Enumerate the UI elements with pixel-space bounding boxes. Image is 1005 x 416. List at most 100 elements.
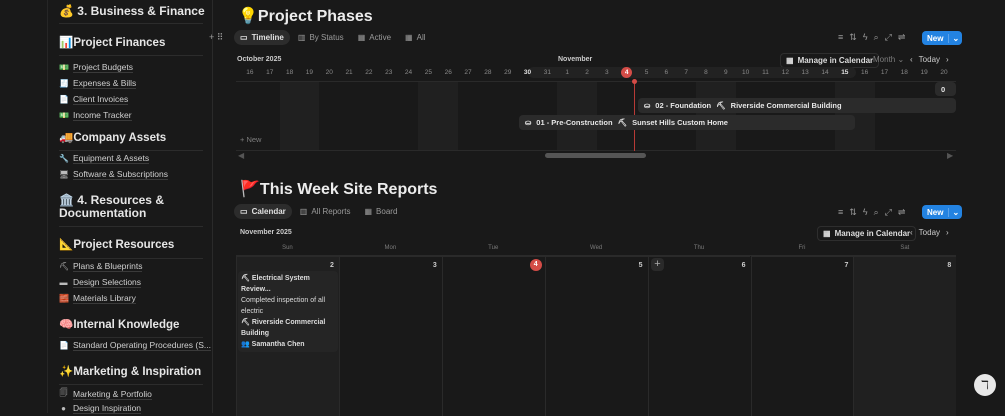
new-button[interactable]: New ⌄ — [922, 31, 963, 45]
prev-icon[interactable]: ‹ — [910, 55, 913, 64]
timeline-day: 19 — [920, 69, 928, 76]
timeline-day: 28 — [484, 69, 492, 76]
tab-calendar[interactable]: ▭ Calendar — [234, 204, 292, 219]
expand-icon[interactable]: ⤢ — [884, 32, 892, 42]
search-icon[interactable]: ⌕ — [873, 32, 879, 42]
help-assistant-icon[interactable]: ℸ — [974, 374, 996, 396]
today-button[interactable]: Today — [918, 228, 941, 237]
today-button[interactable]: Today — [918, 55, 941, 64]
weekday-header: Wed — [590, 245, 603, 251]
sidebar-item[interactable]: ▬ Design Selections — [59, 277, 142, 288]
timeline-day: 8 — [704, 69, 708, 76]
heading-project-resources[interactable]: 📐Project Resources — [59, 239, 175, 251]
timeline-bar-pre-construction[interactable]: ⛀ 01 - Pre-Construction ⛏ Sunset Hills Cust… — [519, 115, 855, 130]
timeline-day: 21 — [345, 69, 353, 76]
lightning-icon[interactable]: ϟ — [862, 32, 868, 42]
settings-icon[interactable]: ⇌ — [897, 32, 906, 42]
heading-internal-knowledge[interactable]: 🧠Internal Knowledge — [59, 319, 180, 331]
tab-board[interactable]: ▦ Board — [358, 204, 403, 219]
settings-icon[interactable]: ⇌ — [897, 207, 906, 217]
view-tabs: ▭ Calendar ▥ All Reports ▦ Board — [234, 204, 403, 219]
search-icon[interactable]: ⌕ — [873, 207, 879, 217]
sidebar-item-label: Client Invoices — [73, 94, 129, 105]
sidebar-item[interactable]: 🗐 Marketing & Portfolio — [59, 387, 152, 401]
tab-by-status[interactable]: ▥ By Status — [292, 30, 350, 45]
scroll-right-icon[interactable]: ▶ — [947, 151, 954, 160]
sidebar-item[interactable]: 🧾 Expenses & Bills — [59, 78, 137, 89]
new-button[interactable]: New ⌄ — [922, 205, 963, 219]
manage-in-calendar-button[interactable]: ▦ Manage in Calendar — [780, 53, 880, 68]
timeline-day: 12 — [781, 69, 789, 76]
month-label: November 2025 — [240, 229, 292, 236]
month-label: October 2025 — [237, 56, 282, 63]
calendar-day-cell[interactable]: 6 — [647, 256, 751, 416]
chevron-down-icon[interactable]: ⌄ — [948, 207, 962, 217]
horizontal-scrollbar[interactable] — [545, 153, 646, 158]
event-description: Completed inspection of all electric — [241, 297, 326, 315]
timeline-day: 6 — [664, 69, 669, 76]
sidebar-item[interactable]: 💵 Income Tracker — [59, 110, 132, 121]
divider — [59, 23, 203, 24]
timeline-day: 17 — [266, 69, 274, 76]
tab-active[interactable]: ▦ Active — [352, 30, 397, 45]
divider — [59, 226, 203, 227]
sidebar-item-label: Plans & Blueprints — [73, 261, 143, 272]
timeline-day: 11 — [762, 69, 769, 76]
timeline-day: 2 — [585, 69, 589, 76]
timeline-day: 13 — [801, 69, 809, 76]
add-event-icon[interactable]: + — [651, 258, 664, 271]
today-badge: 4 — [621, 67, 633, 78]
next-icon[interactable]: › — [946, 55, 949, 64]
tab-all[interactable]: ▦ All — [399, 30, 431, 45]
manage-in-calendar-button[interactable]: ▦ Manage in Calendar — [817, 226, 917, 241]
sidebar-item[interactable]: 🔧 Equipment & Assets — [59, 153, 150, 164]
calendar-day-cell[interactable]: 3 — [338, 256, 442, 416]
scroll-left-icon[interactable]: ◀ — [238, 151, 245, 160]
sidebar-item[interactable]: 💵 Project Budgets — [59, 62, 134, 73]
sidebar-item[interactable]: ● Design Inspiration — [59, 403, 142, 414]
divider — [59, 337, 203, 338]
tab-timeline[interactable]: ▭ Timeline — [234, 30, 290, 45]
next-icon[interactable]: › — [946, 228, 949, 237]
timeline-day: 14 — [821, 69, 829, 76]
calendar-day-cell[interactable]: 8 — [853, 256, 957, 416]
calendar-day-cell[interactable]: 5 — [544, 256, 648, 416]
timeline-day: 1 — [565, 69, 569, 76]
timeline-bar-clipped[interactable]: 0 — [935, 82, 956, 96]
manage-label: Manage in Calendar — [797, 56, 874, 65]
expand-icon[interactable]: ⤢ — [884, 207, 892, 217]
sidebar-item[interactable]: ⛏ Plans & Blueprints — [59, 261, 143, 272]
calendar-day-cell[interactable]: 4 — [441, 256, 545, 416]
sidebar-item[interactable]: 📄 Standard Operating Procedures (S... — [59, 340, 211, 351]
sidebar-item[interactable]: 🖥 Software & Subscriptions — [59, 169, 168, 180]
page-icon: 📄 — [59, 95, 69, 104]
heading-marketing[interactable]: ✨Marketing & Inspiration — [59, 366, 202, 378]
sort-icon[interactable]: ⇅ — [849, 32, 857, 42]
timeline-bar-foundation[interactable]: ⛀ 02 - Foundation ⛏ Riverside Commercial Bu… — [638, 98, 956, 113]
section-resources[interactable]: 🏛️ 4. Resources & Documentation — [59, 193, 164, 220]
calendar-day-cell[interactable]: 7 — [750, 256, 854, 416]
heading-project-finances[interactable]: 📊Project Finances — [59, 37, 166, 49]
heading-company-assets[interactable]: 🚚Company Assets — [59, 132, 167, 144]
page-icon: ● — [61, 404, 66, 413]
drag-handle-icon[interactable]: + ⠿ — [209, 32, 224, 42]
timeline-day: 18 — [900, 69, 908, 76]
scale-select[interactable]: Month ⌄ — [873, 55, 905, 64]
lightning-icon[interactable]: ϟ — [862, 207, 868, 217]
divider — [59, 55, 203, 56]
sort-icon[interactable]: ⇅ — [849, 207, 857, 217]
section-business-finance[interactable]: 💰 3. Business & Finance — [59, 4, 205, 18]
sidebar-item[interactable]: 📄 Client Invoices — [59, 94, 129, 105]
filter-icon[interactable]: ≡ — [838, 32, 844, 42]
page-title-site-reports: 🚩This Week Site Reports — [240, 181, 438, 198]
add-new-button[interactable]: + New — [240, 135, 262, 144]
filter-icon[interactable]: ≡ — [838, 207, 844, 217]
calendar-event-card[interactable]: ⛏ Electrical System Review... Completed … — [238, 271, 338, 352]
chevron-down-icon[interactable]: ⌄ — [948, 33, 962, 43]
sidebar-item[interactable]: 🧱 Materials Library — [59, 293, 136, 304]
tab-label: All Reports — [311, 207, 351, 216]
timeline-day: 29 — [504, 69, 512, 76]
sidebar-item-label: Income Tracker — [73, 110, 132, 121]
prev-icon[interactable]: ‹ — [910, 228, 913, 237]
tab-all-reports[interactable]: ▥ All Reports — [294, 204, 357, 219]
